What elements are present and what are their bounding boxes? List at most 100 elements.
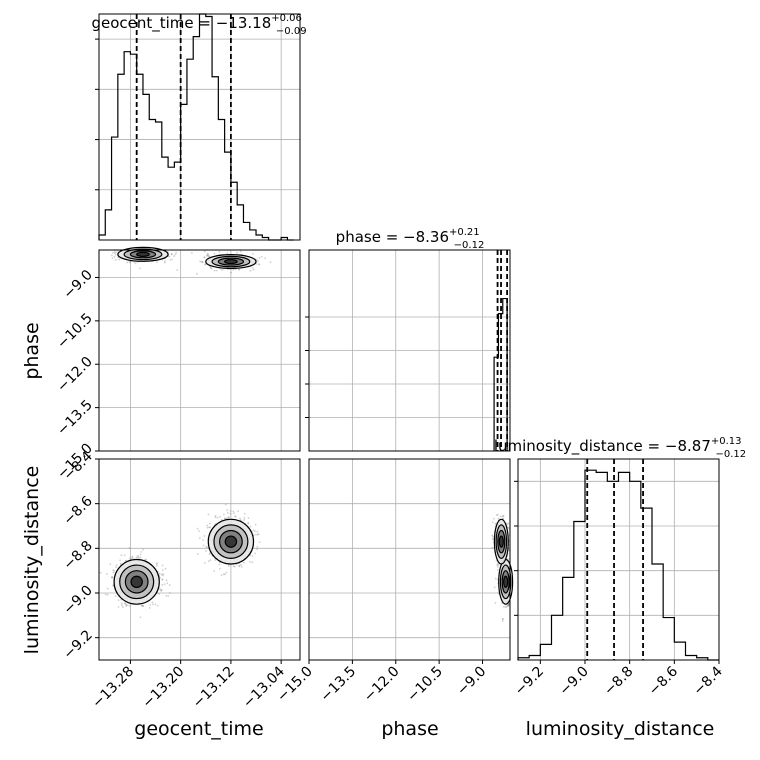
sample-point bbox=[499, 515, 502, 518]
sample-point bbox=[206, 546, 209, 549]
sample-point bbox=[213, 269, 216, 272]
panel-2d-geocent-time-luminosity-distance bbox=[98, 458, 301, 661]
sample-point bbox=[243, 519, 246, 521]
sample-point bbox=[209, 267, 212, 269]
samples-2d-geocent-time-luminosity-distance bbox=[99, 503, 261, 619]
sample-point bbox=[129, 557, 131, 560]
grid-2d-geocent-time-luminosity-distance bbox=[99, 459, 300, 660]
sample-point bbox=[264, 257, 266, 260]
sample-point bbox=[163, 261, 166, 264]
sample-point bbox=[139, 556, 142, 559]
sample-point bbox=[219, 515, 221, 518]
grid-2d-phase-luminosity-distance bbox=[309, 459, 510, 660]
sample-point bbox=[252, 529, 255, 532]
sample-point bbox=[119, 562, 122, 565]
sample-point bbox=[256, 533, 259, 536]
histogram-step bbox=[517, 469, 719, 661]
phase-tick-label: −10.5 bbox=[404, 664, 446, 706]
sample-point bbox=[208, 522, 211, 525]
sample-point bbox=[235, 563, 238, 566]
sample-point bbox=[234, 515, 236, 517]
sample-point bbox=[139, 553, 142, 556]
sample-point bbox=[497, 566, 499, 568]
sample-point bbox=[237, 268, 240, 271]
sample-point bbox=[161, 584, 164, 586]
frame-2d-geocent-time-luminosity-distance bbox=[98, 458, 301, 661]
histogram-geocent-time bbox=[98, 13, 294, 241]
sample-point bbox=[218, 563, 221, 566]
sample-point bbox=[202, 539, 204, 541]
sample-point bbox=[497, 591, 500, 594]
sample-point bbox=[238, 564, 241, 567]
sample-point bbox=[226, 512, 229, 514]
sample-point bbox=[506, 604, 509, 607]
sample-point bbox=[239, 517, 241, 520]
sample-point bbox=[113, 255, 116, 258]
luminosity-distance-tick-label: −9.2 bbox=[512, 664, 547, 699]
sample-point bbox=[117, 605, 120, 608]
sample-point bbox=[196, 272, 198, 275]
sample-point bbox=[142, 605, 144, 607]
sample-point bbox=[207, 513, 210, 516]
sample-point bbox=[113, 252, 116, 254]
sample-point bbox=[213, 570, 216, 572]
sample-point bbox=[130, 557, 133, 560]
sample-point bbox=[110, 254, 113, 257]
sample-point bbox=[142, 548, 145, 551]
panel-hist-phase: phase = −8.36+0.21 −0.12 bbox=[305, 227, 511, 452]
title-phase: phase = −8.36+0.21 −0.12 bbox=[336, 227, 485, 251]
sample-point bbox=[166, 582, 169, 585]
sample-point bbox=[161, 578, 164, 581]
frame-2d-geocent-time-phase bbox=[98, 249, 301, 452]
sample-point bbox=[115, 564, 118, 567]
sample-point bbox=[204, 250, 206, 253]
sample-point bbox=[258, 263, 260, 266]
sample-point bbox=[496, 569, 499, 571]
sample-point bbox=[253, 530, 256, 533]
luminosity-distance-tick-label: −9.0 bbox=[60, 583, 95, 618]
luminosity-distance-tick-label: −9.0 bbox=[556, 664, 591, 699]
sample-point bbox=[252, 268, 255, 271]
grid-2d-geocent-time-phase bbox=[99, 250, 300, 451]
sample-point bbox=[198, 537, 201, 539]
sample-point bbox=[128, 261, 131, 264]
sample-point bbox=[498, 563, 500, 566]
sample-point bbox=[492, 537, 494, 540]
sample-point bbox=[507, 603, 510, 606]
grid-hist-luminosity-distance bbox=[514, 459, 719, 660]
sample-point bbox=[502, 515, 505, 518]
sample-point bbox=[139, 267, 142, 270]
panel-2d-geocent-time-phase bbox=[98, 246, 301, 452]
sample-point bbox=[201, 260, 204, 263]
frame-hist-geocent-time bbox=[98, 13, 301, 241]
sample-point bbox=[154, 603, 157, 606]
sample-point bbox=[111, 576, 113, 579]
sample-point bbox=[234, 515, 237, 518]
sample-point bbox=[99, 571, 102, 574]
histogram-phase bbox=[493, 250, 509, 451]
sample-point bbox=[495, 514, 498, 517]
sample-point bbox=[112, 571, 115, 574]
sample-point bbox=[255, 533, 257, 536]
density-contour bbox=[498, 535, 504, 548]
sample-point bbox=[240, 566, 243, 568]
sample-point bbox=[508, 527, 510, 529]
sample-point bbox=[196, 553, 199, 556]
sample-point bbox=[232, 510, 235, 513]
sample-point bbox=[243, 512, 246, 515]
sample-point bbox=[228, 564, 230, 567]
luminosity-distance-tick-label: −8.6 bbox=[60, 493, 95, 528]
sample-point bbox=[207, 560, 210, 563]
sample-point bbox=[257, 260, 259, 263]
sample-point bbox=[173, 255, 176, 257]
sample-point bbox=[155, 562, 158, 565]
xlabel-geocent-time: geocent_time bbox=[134, 718, 263, 740]
sample-point bbox=[112, 584, 115, 587]
sample-point bbox=[251, 561, 254, 564]
sample-point bbox=[175, 251, 178, 254]
sample-point bbox=[152, 603, 154, 606]
geocent-time-tick-label: −13.20 bbox=[140, 664, 188, 712]
density-contour bbox=[503, 575, 509, 589]
sample-point bbox=[506, 523, 508, 525]
sample-point bbox=[120, 602, 123, 605]
